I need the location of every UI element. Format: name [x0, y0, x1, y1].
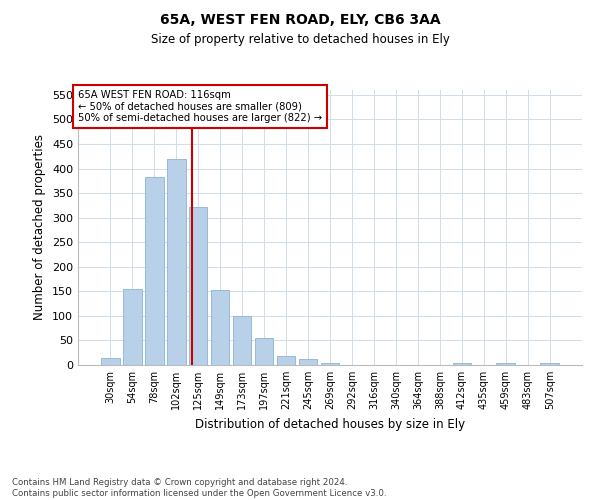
- X-axis label: Distribution of detached houses by size in Ely: Distribution of detached houses by size …: [195, 418, 465, 430]
- Text: 65A WEST FEN ROAD: 116sqm
← 50% of detached houses are smaller (809)
50% of semi: 65A WEST FEN ROAD: 116sqm ← 50% of detac…: [78, 90, 322, 123]
- Bar: [189, 207, 208, 365]
- Bar: [255, 338, 274, 365]
- Bar: [167, 159, 185, 365]
- Bar: [320, 362, 340, 365]
- Bar: [299, 359, 317, 365]
- Text: Size of property relative to detached houses in Ely: Size of property relative to detached ho…: [151, 32, 449, 46]
- Bar: [452, 362, 471, 365]
- Bar: [145, 177, 164, 365]
- Bar: [233, 316, 251, 365]
- Text: 65A, WEST FEN ROAD, ELY, CB6 3AA: 65A, WEST FEN ROAD, ELY, CB6 3AA: [160, 12, 440, 26]
- Bar: [541, 362, 559, 365]
- Y-axis label: Number of detached properties: Number of detached properties: [34, 134, 46, 320]
- Text: Contains HM Land Registry data © Crown copyright and database right 2024.
Contai: Contains HM Land Registry data © Crown c…: [12, 478, 386, 498]
- Bar: [496, 362, 515, 365]
- Bar: [277, 356, 295, 365]
- Bar: [101, 358, 119, 365]
- Bar: [211, 290, 229, 365]
- Bar: [123, 289, 142, 365]
